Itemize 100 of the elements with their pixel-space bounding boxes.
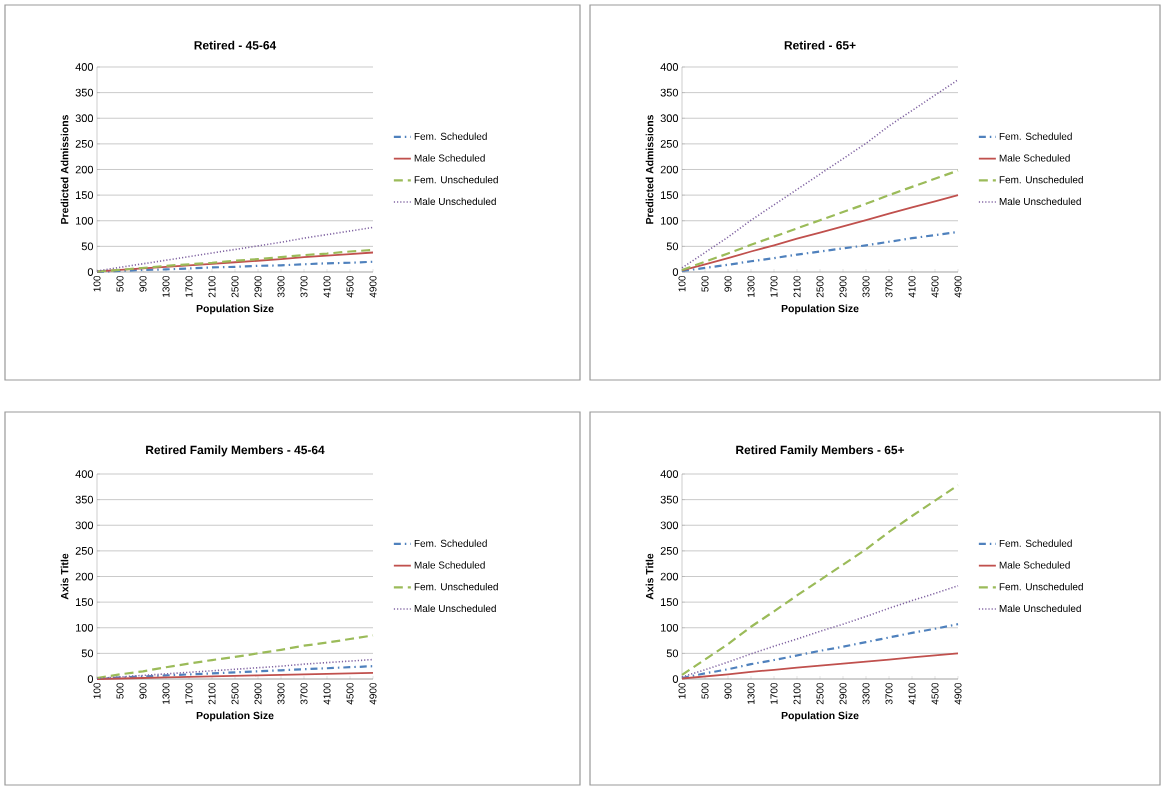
x-tick-label: 500 — [701, 275, 709, 292]
x-tick-label: 1300 — [162, 682, 170, 704]
y-tick-label: 100 — [76, 623, 94, 632]
x-tick-label: 4500 — [346, 682, 354, 705]
legend-label: Male Unscheduled — [414, 197, 496, 205]
x-tick-label: 1300 — [747, 682, 755, 704]
y-tick-label: 150 — [76, 598, 94, 607]
y-tick-label: 250 — [75, 140, 94, 148]
legend-label: Fem. Scheduled — [414, 132, 487, 140]
x-tick-label: 3700 — [885, 682, 893, 705]
x-tick-label: 900 — [724, 682, 732, 699]
y-tick-label: 300 — [660, 521, 679, 530]
x-tick-label: 4900 — [369, 275, 377, 298]
y-tick-label: 100 — [661, 216, 679, 225]
x-tick-label: 2900 — [254, 682, 262, 705]
y-tick-label: 0 — [672, 268, 679, 276]
legend-label: Fem. Unscheduled — [414, 175, 498, 184]
x-tick-label: 1700 — [770, 682, 778, 704]
y-tick-label: 150 — [76, 191, 94, 199]
y-tick-label: 50 — [81, 242, 94, 251]
chart-title: Retired Family Members - 45-64 — [146, 445, 325, 457]
y-tick-label: 0 — [87, 675, 94, 683]
x-tick-label: 1700 — [185, 275, 193, 297]
legend-label: Male Unscheduled — [999, 197, 1081, 205]
y-axis-title: Axis Title — [645, 553, 654, 600]
y-tick-label: 50 — [666, 649, 679, 658]
y-tick-label: 50 — [81, 649, 94, 658]
x-tick-label: 3300 — [862, 275, 870, 298]
y-tick-label: 100 — [661, 623, 679, 632]
x-tick-label: 4900 — [954, 682, 962, 705]
x-tick-label: 2500 — [816, 275, 824, 298]
x-tick-label: 3300 — [862, 682, 870, 705]
legend-label: Male Scheduled — [414, 561, 485, 569]
x-tick-label: 900 — [139, 275, 147, 292]
x-tick-label: 4500 — [931, 275, 939, 298]
x-tick-label: 4100 — [323, 682, 331, 705]
x-tick-label: 2500 — [231, 682, 239, 705]
y-tick-label: 300 — [660, 114, 679, 123]
x-tick-label: 4500 — [931, 682, 939, 705]
x-tick-label: 500 — [116, 275, 124, 292]
x-tick-label: 1700 — [770, 275, 778, 297]
y-tick-label: 300 — [75, 114, 94, 123]
x-axis-title: Population Size — [196, 304, 274, 315]
x-tick-label: 4100 — [908, 682, 916, 705]
x-tick-label: 2100 — [793, 682, 801, 705]
x-tick-label: 2500 — [816, 682, 824, 705]
y-tick-label: 350 — [660, 495, 679, 504]
legend-label: Male Unscheduled — [999, 604, 1081, 612]
y-tick-label: 50 — [666, 242, 679, 251]
x-tick-label: 3700 — [885, 275, 893, 298]
y-tick-label: 100 — [76, 216, 94, 225]
y-tick-label: 400 — [660, 470, 679, 478]
y-tick-label: 400 — [660, 63, 679, 71]
y-tick-label: 0 — [672, 675, 679, 683]
legend-label: Fem. Unscheduled — [999, 582, 1083, 591]
x-tick-label: 2100 — [208, 275, 216, 298]
x-tick-label: 4900 — [954, 275, 962, 298]
x-tick-label: 1700 — [185, 682, 193, 704]
y-tick-label: 350 — [660, 88, 679, 97]
y-tick-label: 400 — [75, 63, 94, 71]
x-tick-label: 2900 — [254, 275, 262, 298]
y-tick-label: 350 — [75, 495, 94, 504]
legend-label: Male Scheduled — [999, 154, 1070, 162]
legend-label: Male Unscheduled — [414, 604, 496, 612]
x-tick-label: 500 — [701, 682, 709, 699]
chart-title: Retired Family Members - 65+ — [736, 445, 905, 457]
y-tick-label: 150 — [661, 191, 679, 199]
x-axis-title: Population Size — [781, 304, 859, 315]
y-tick-label: 200 — [75, 165, 94, 174]
y-tick-label: 150 — [661, 598, 679, 607]
x-axis-title: Population Size — [196, 711, 274, 722]
x-tick-label: 3300 — [277, 275, 285, 298]
x-tick-label: 500 — [116, 682, 124, 699]
y-tick-label: 200 — [660, 165, 679, 174]
x-tick-label: 4100 — [323, 275, 331, 298]
y-tick-label: 0 — [87, 268, 94, 276]
chart-title: Retired - 45-64 — [194, 40, 277, 50]
x-tick-label: 4100 — [908, 275, 916, 298]
x-tick-label: 3700 — [300, 682, 308, 705]
legend-label: Fem. Unscheduled — [414, 582, 498, 591]
x-tick-label: 2100 — [793, 275, 801, 298]
legend-label: Fem. Scheduled — [999, 539, 1072, 547]
y-tick-label: 250 — [75, 547, 94, 555]
x-tick-label: 2900 — [839, 275, 847, 298]
legend-label: Fem. Scheduled — [999, 132, 1072, 140]
x-tick-label: 2900 — [839, 682, 847, 705]
y-axis-title: Axis Title — [60, 553, 69, 600]
y-tick-label: 300 — [75, 521, 94, 530]
y-tick-label: 200 — [75, 572, 94, 581]
x-tick-label: 2100 — [208, 682, 216, 705]
y-axis-title: Predicted Admissions — [60, 114, 69, 224]
x-axis-title: Population Size — [781, 711, 859, 722]
x-tick-label: 900 — [724, 275, 732, 292]
y-tick-label: 400 — [75, 470, 94, 478]
x-tick-label: 4500 — [346, 275, 354, 298]
x-tick-label: 1300 — [162, 275, 170, 297]
x-tick-label: 900 — [139, 682, 147, 699]
legend-label: Male Scheduled — [414, 154, 485, 162]
x-tick-label: 3300 — [277, 682, 285, 705]
y-tick-label: 350 — [75, 88, 94, 97]
